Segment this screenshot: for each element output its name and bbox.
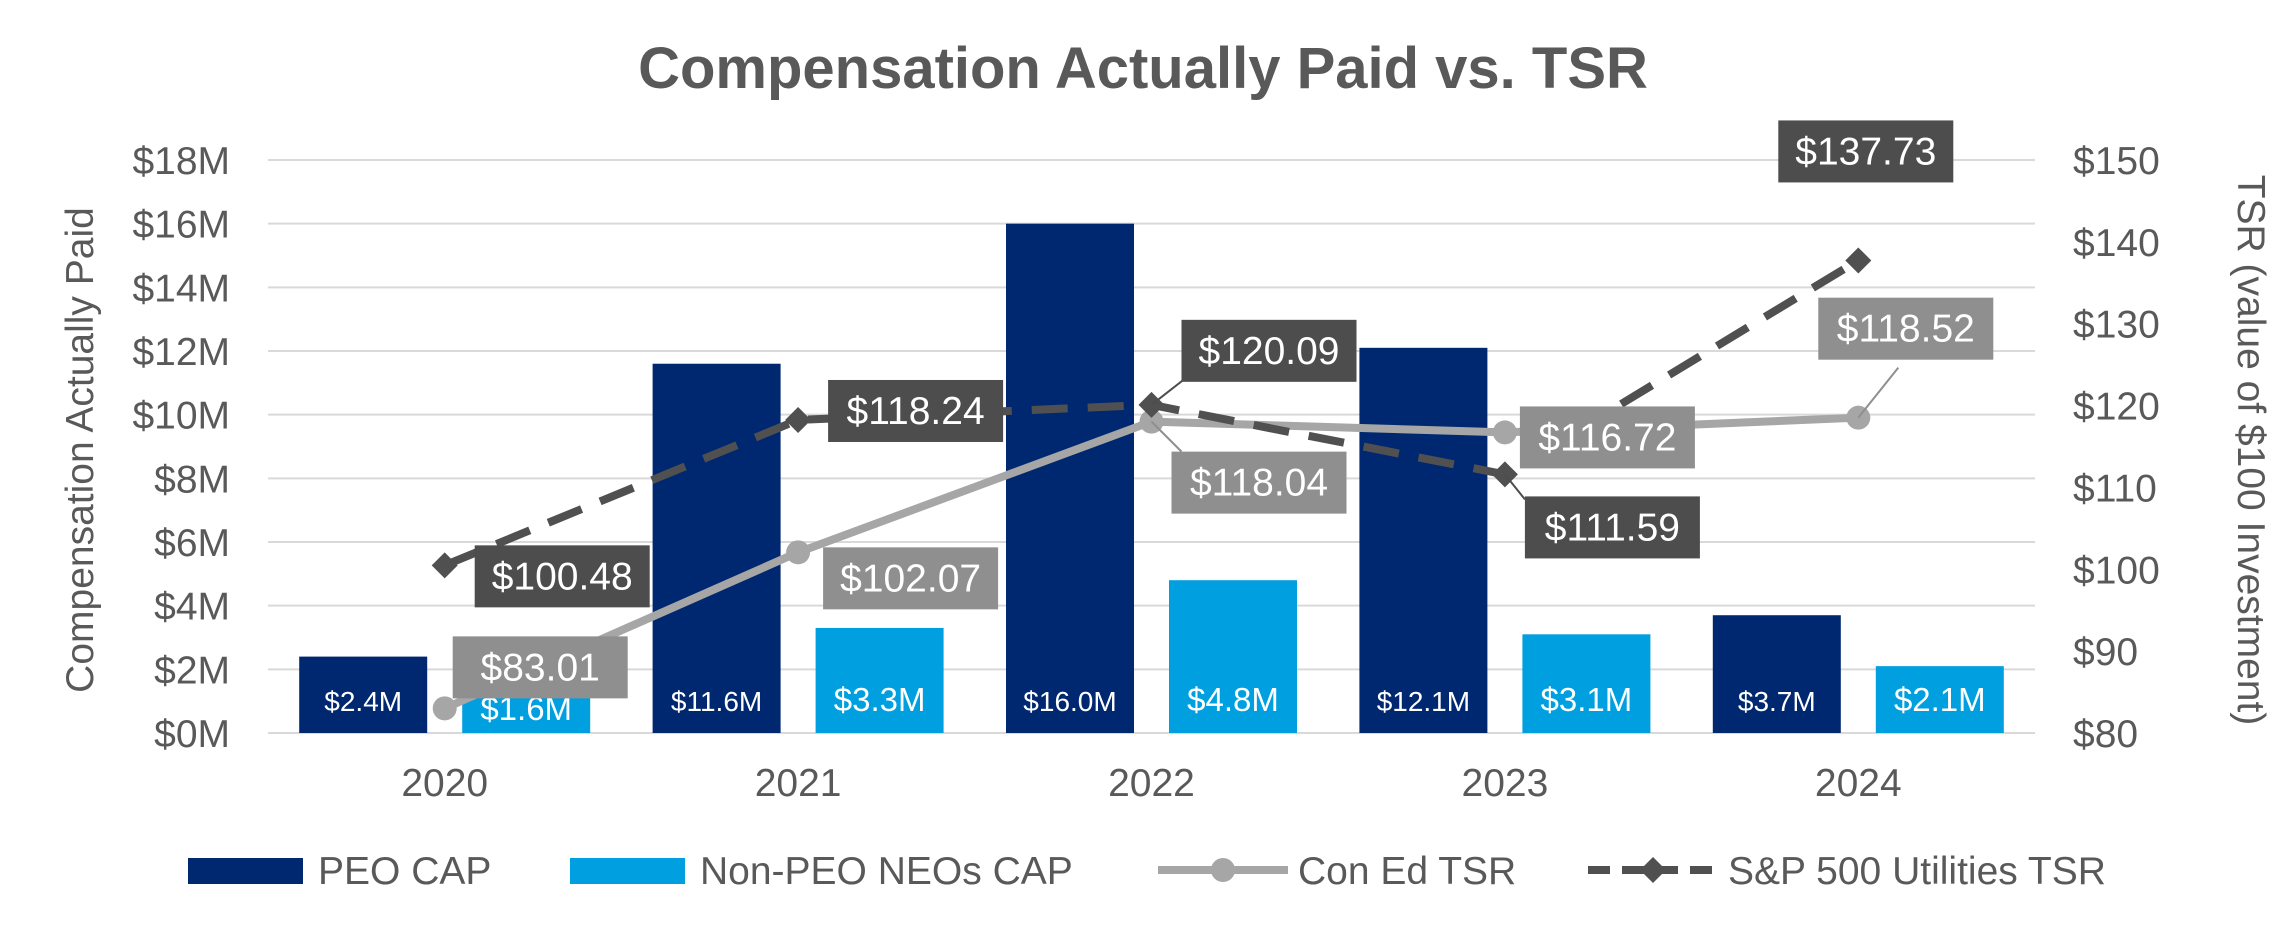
sp500-marker (1845, 247, 1872, 274)
tsr-data-label: $116.72 (1538, 416, 1676, 459)
tsr-data-label: $111.59 (1545, 506, 1680, 549)
tsr-label-box (823, 547, 999, 610)
y2-tick-label: $90 (2073, 631, 2138, 674)
y-tick-label: $18M (132, 140, 230, 183)
legend-marker (1640, 857, 1666, 883)
bar (1712, 615, 1841, 733)
tsr-label-box (1818, 297, 1994, 360)
bar (1006, 223, 1134, 733)
bar (1522, 634, 1651, 733)
con-ed-marker (786, 540, 811, 565)
legend-marker (1211, 858, 1235, 882)
y-axis-left-title: Compensation Actually Paid (59, 207, 102, 693)
con-ed-marker (432, 696, 457, 721)
y-tick-label: $8M (154, 458, 230, 501)
bar (1875, 666, 2004, 733)
tsr-label-box (1519, 406, 1695, 469)
bar-data-label: $2.4M (324, 686, 402, 717)
bar-data-label: $4.8M (1187, 681, 1279, 718)
y-axis-right-title: TSR (value of $100 Investment) (2229, 175, 2272, 726)
y2-tick-label: $110 (2073, 467, 2157, 510)
x-tick-label: 2022 (1108, 762, 1195, 805)
tsr-data-labels: $83.01 $102.07 $118.04 $116.72 $118.52 $100.4… (452, 120, 1994, 699)
label-leader-line (1857, 367, 1900, 419)
y-tick-label: $2M (154, 649, 230, 692)
bar-data-label: $3.1M (1541, 681, 1633, 718)
tsr-data-label: $118.04 (1190, 462, 1328, 505)
y-tick-label: $10M (132, 395, 230, 438)
tsr-data-label: $120.09 (1199, 330, 1340, 373)
y-tick-label: $16M (132, 204, 230, 247)
y-tick-label: $0M (154, 713, 230, 756)
tsr-data-label: $102.07 (840, 557, 981, 600)
tsr-data-label: $83.01 (481, 646, 600, 689)
tsr-data-label: $100.48 (492, 555, 633, 598)
legend-label: S&P 500 Utilities TSR (1728, 850, 2106, 893)
bar-data-label: $3.3M (834, 681, 926, 718)
tsr-data-label: $137.73 (1795, 130, 1936, 173)
y2-tick-label: $150 (2073, 140, 2160, 183)
y-axis-right-ticks: $80 $90 $100 $110 $120 $130 $140 $150 (2073, 140, 2160, 756)
bar-data-label: $12.1M (1377, 686, 1470, 717)
legend-swatch (570, 858, 685, 884)
y2-tick-label: $140 (2073, 222, 2160, 265)
y2-tick-label: $100 (2073, 549, 2160, 592)
label-leader-line (1150, 379, 1185, 406)
bar-data-label: $3.7M (1738, 686, 1816, 717)
legend-label: PEO CAP (318, 850, 491, 893)
x-tick-label: 2020 (401, 762, 488, 805)
x-tick-label: 2021 (755, 762, 842, 805)
sp500-marker (785, 406, 812, 433)
legend-swatch (188, 858, 303, 884)
x-tick-label: 2023 (1462, 762, 1549, 805)
tsr-lines (431, 247, 1872, 721)
tsr-label-box (1181, 319, 1357, 382)
tsr-label-box (452, 636, 628, 699)
legend: PEO CAP Non-PEO NEOs CAP Con Ed TSR S&P 500… (188, 850, 2106, 893)
bar-data-label: $11.6M (671, 686, 762, 717)
tsr-label-box (1778, 120, 1954, 183)
tsr-data-label: $118.24 (847, 390, 985, 433)
legend-label: Con Ed TSR (1298, 850, 1516, 893)
label-leader-line (1504, 473, 1526, 501)
bar (299, 656, 428, 733)
y-tick-label: $12M (132, 331, 230, 374)
y2-tick-label: $130 (2073, 304, 2160, 347)
bar-data-label: $2.1M (1894, 681, 1986, 718)
tsr-label-box (1524, 496, 1700, 559)
sp500-marker (1138, 391, 1165, 418)
tsr-label-box (1171, 451, 1347, 514)
y2-tick-label: $120 (2073, 386, 2160, 429)
bar (815, 627, 944, 733)
label-leader-line (1150, 420, 1183, 453)
tsr-label-box (828, 379, 1004, 442)
bar (1359, 347, 1488, 733)
bars: $2.4M $11.6M $16.0M $12.1M $3.7M$1.6M $3.3M $4… (299, 223, 2004, 733)
y-axis-left-ticks: $0M $2M $4M $6M $8M $10M $12M $14M $16M $18M (132, 140, 230, 756)
y-tick-label: $6M (154, 522, 230, 565)
y2-tick-label: $80 (2073, 713, 2138, 756)
chart-title: Compensation Actually Paid vs. TSR (638, 36, 1648, 101)
sp500-marker (431, 552, 458, 579)
x-axis-ticks: 2020 2021 2022 2023 2024 (401, 762, 1901, 805)
y-tick-label: $4M (154, 586, 230, 629)
legend-label: Non-PEO NEOs CAP (700, 850, 1073, 893)
tsr-label-box (474, 545, 650, 608)
x-tick-label: 2024 (1815, 762, 1902, 805)
y-tick-label: $14M (132, 267, 230, 310)
tsr-data-label: $118.52 (1837, 308, 1975, 351)
bar-data-label: $16.0M (1023, 686, 1116, 717)
bar (1169, 580, 1297, 733)
con-ed-marker (1492, 420, 1517, 445)
bar (652, 363, 781, 733)
